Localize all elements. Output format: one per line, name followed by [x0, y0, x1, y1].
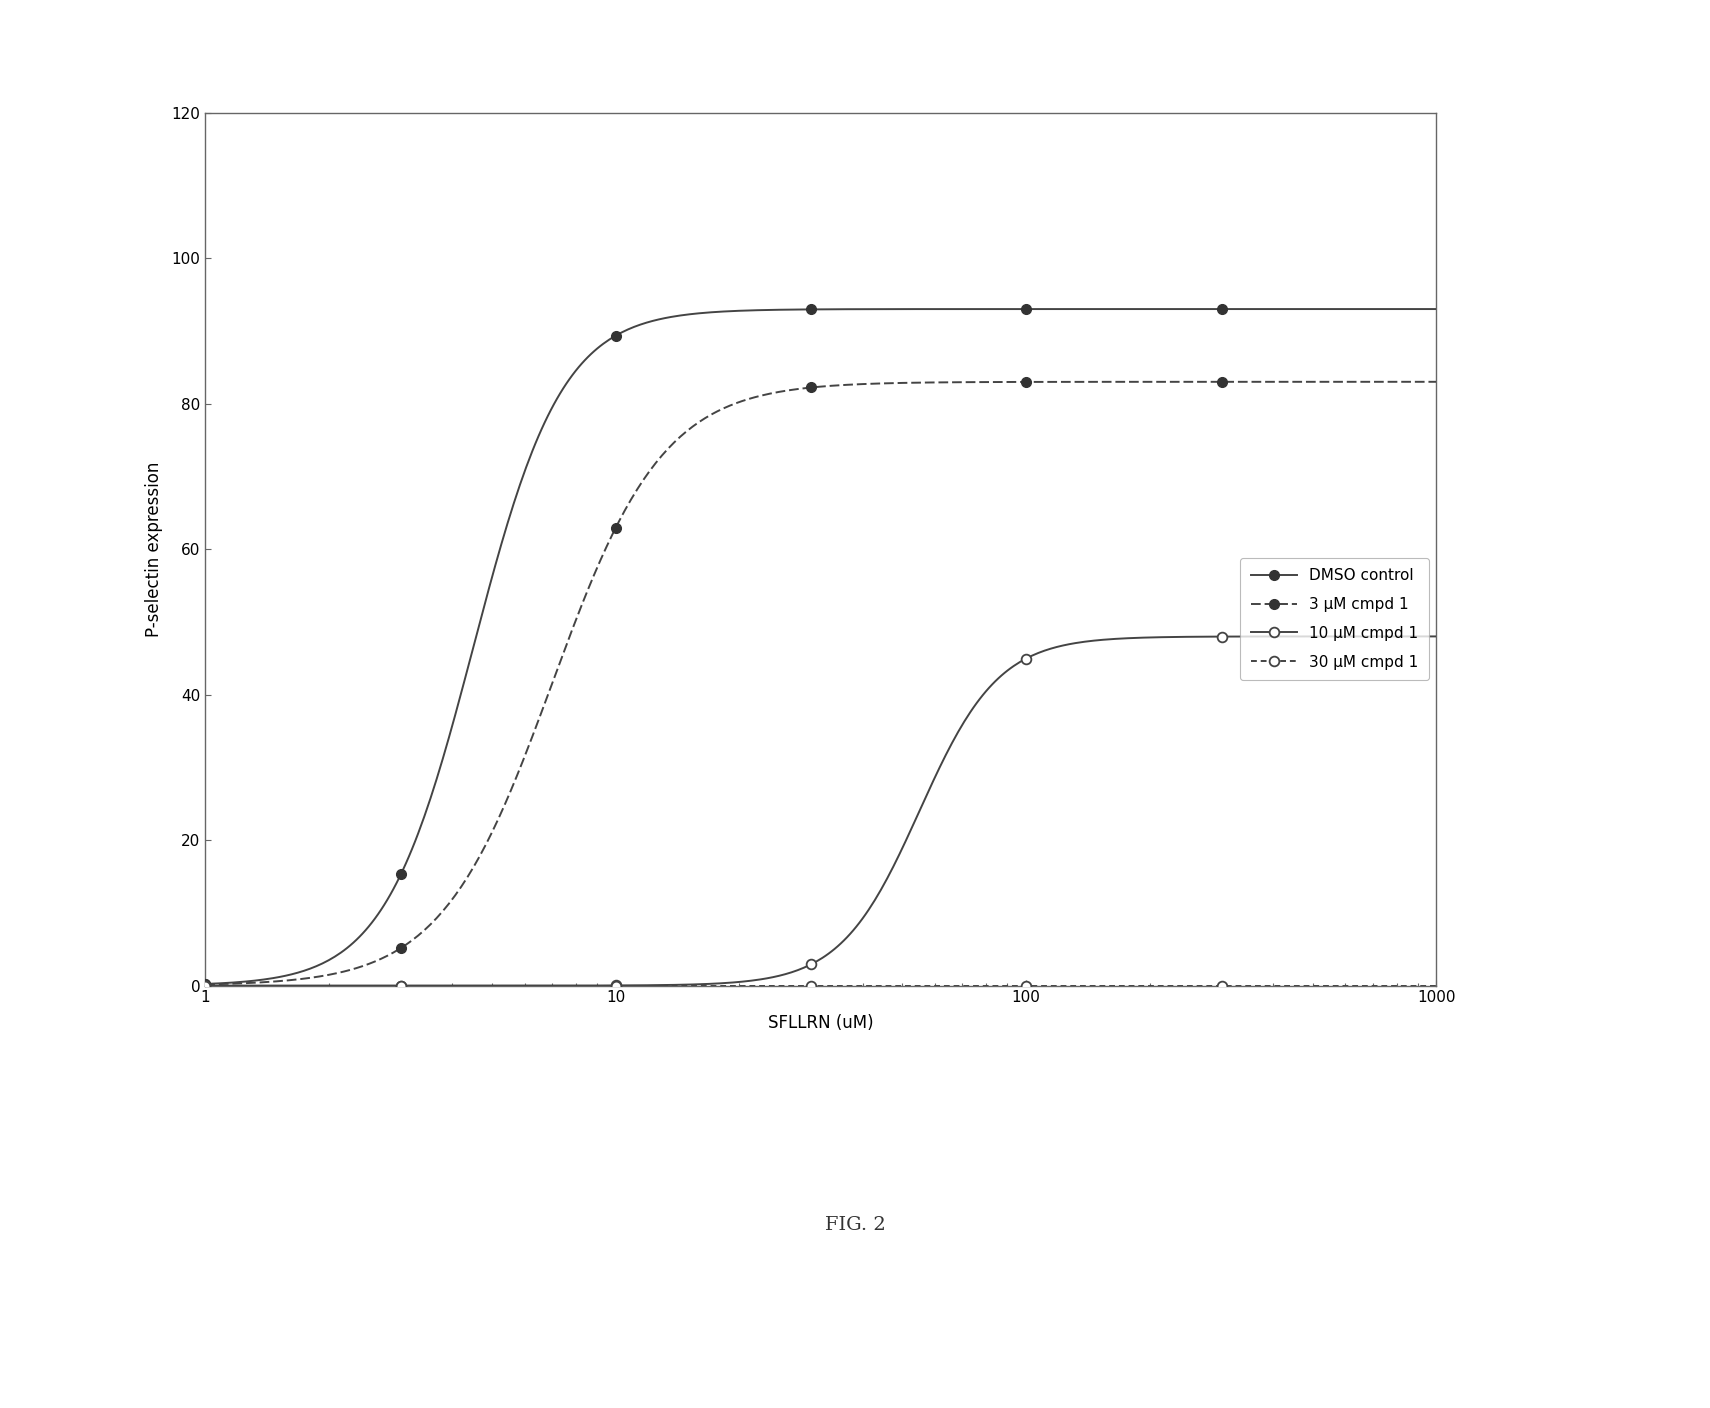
Y-axis label: P-selectin expression: P-selectin expression	[145, 462, 162, 636]
Legend: DMSO control, 3 μM cmpd 1, 10 μM cmpd 1, 30 μM cmpd 1: DMSO control, 3 μM cmpd 1, 10 μM cmpd 1,…	[1240, 558, 1430, 680]
Text: FIG. 2: FIG. 2	[824, 1217, 886, 1233]
X-axis label: SFLLRN (uM): SFLLRN (uM)	[768, 1014, 874, 1032]
